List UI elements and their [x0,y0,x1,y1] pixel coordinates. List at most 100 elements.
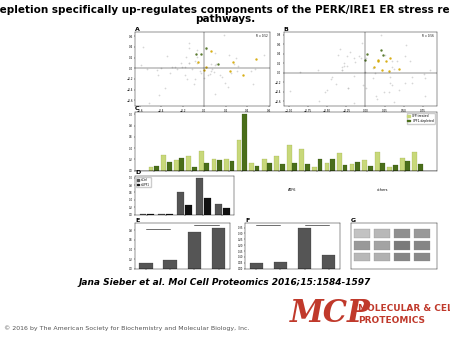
Point [345,86,352,91]
Bar [394,253,410,261]
Point [250,81,257,87]
Point [207,48,215,53]
Point [193,48,200,53]
Point [409,80,416,86]
Point [183,55,190,60]
Point [391,66,398,71]
Point [387,55,394,61]
Point [377,47,384,53]
Bar [154,166,159,171]
Bar [174,161,179,171]
Bar [305,165,310,171]
Bar [354,230,370,238]
Point [386,80,393,86]
Bar [196,177,203,215]
Point [421,76,428,81]
Point [252,67,259,72]
Bar [180,158,184,171]
Point [177,60,184,66]
Point [171,64,179,70]
Point [191,59,198,64]
Point [374,57,381,63]
Point [363,55,370,61]
Point [334,52,341,57]
Bar [212,228,225,269]
Point [363,52,370,57]
Point [234,63,242,69]
Bar [186,155,191,171]
Bar [267,163,272,171]
Point [202,45,210,51]
Point [315,98,323,104]
Point [396,66,403,71]
Point [208,66,216,71]
Point [327,76,334,81]
Bar [394,241,410,249]
Text: Jana Sieber et al. Mol Cell Proteomics 2016;15:1584-1597: Jana Sieber et al. Mol Cell Proteomics 2… [79,278,371,287]
Point [377,33,384,38]
Text: ATF6: ATF6 [288,188,296,192]
Point [194,61,201,66]
Point [343,53,350,58]
Bar [298,227,311,269]
Bar [374,253,390,261]
Bar [354,241,370,249]
Bar [215,203,222,215]
Point [287,88,294,94]
Point [207,62,215,67]
Bar [204,198,211,215]
Point [186,41,193,46]
Point [321,89,328,94]
Point [252,56,259,62]
Point [188,66,195,71]
Point [230,59,237,65]
Point [203,46,210,51]
Point [344,63,351,69]
Bar [161,155,166,171]
Point [386,68,393,74]
Point [145,100,152,106]
Point [227,71,234,76]
Point [193,51,200,57]
Point [324,87,331,93]
Point [206,71,213,76]
Point [200,75,207,80]
Bar [140,263,153,269]
Point [406,58,413,64]
Point [372,93,379,98]
Point [212,50,219,56]
Point [191,81,198,87]
Text: B: B [284,27,288,32]
Point [391,99,398,104]
Bar [337,152,342,171]
Bar [274,262,287,269]
Point [422,93,429,98]
Bar [217,160,222,171]
Point [158,66,165,71]
Text: MOLECULAR & CELLULAR: MOLECULAR & CELLULAR [358,304,450,313]
Point [225,84,232,90]
Point [420,72,427,77]
Point [194,60,201,65]
Point [183,76,190,82]
Text: C: C [135,106,140,111]
Point [374,58,381,64]
Legend: siCtrl, siUPF1: siCtrl, siUPF1 [136,177,151,187]
Point [357,55,364,61]
Bar [148,167,153,171]
Point [239,73,247,78]
Point [373,97,380,102]
Text: F: F [245,218,249,223]
Bar [280,164,284,171]
Bar [147,214,154,215]
Point [230,62,238,67]
Text: pathways.: pathways. [195,14,255,24]
Bar [242,114,247,171]
Point [163,53,171,59]
Point [346,50,354,55]
Bar [368,166,373,171]
Point [361,57,369,63]
Bar [250,263,263,269]
Point [155,92,162,97]
Text: R = 0.56: R = 0.56 [422,33,433,38]
